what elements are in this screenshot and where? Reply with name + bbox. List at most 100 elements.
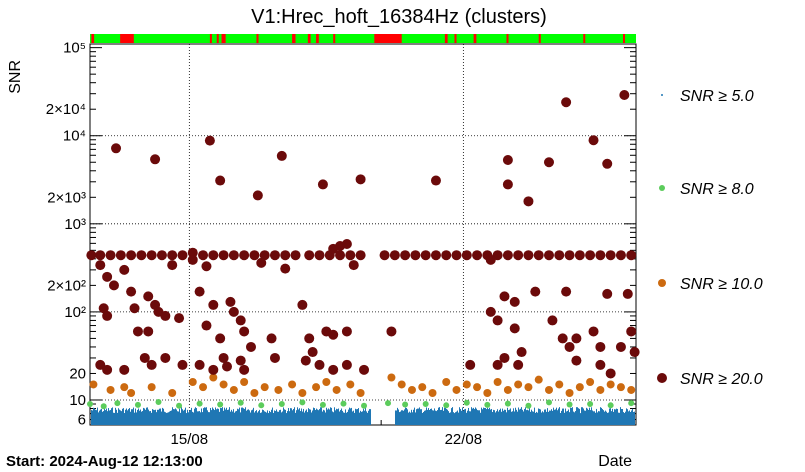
snr5-mark [259, 409, 260, 425]
snr5-mark [132, 409, 133, 425]
snr5-mark [139, 410, 140, 425]
snr5-mark [235, 411, 236, 425]
snr5-mark [107, 411, 108, 425]
snr5-mark [472, 408, 473, 425]
snr5-mark [116, 409, 117, 425]
snr20-point [201, 261, 212, 272]
snr5-mark [468, 407, 469, 425]
snr20-point [276, 150, 287, 161]
snr5-mark [165, 412, 166, 425]
snr5-mark [94, 408, 95, 425]
snr20-point [280, 263, 291, 274]
snr5-mark [109, 410, 110, 425]
segment-bar-gap [316, 34, 319, 43]
snr5-mark [430, 408, 431, 425]
snr5-mark [493, 409, 494, 425]
snr5-mark [442, 407, 443, 425]
snr5-mark [333, 412, 334, 425]
snr5-mark [354, 412, 355, 425]
snr5-mark [352, 411, 353, 425]
snr5-mark [307, 412, 308, 425]
snr8-point [628, 400, 635, 407]
snr5-mark [595, 412, 596, 425]
snr5-mark [276, 409, 277, 425]
snr5-mark [143, 407, 144, 425]
snr5-mark [219, 411, 220, 425]
snr5-mark [93, 407, 94, 425]
legend-marker [658, 279, 666, 287]
snr5-mark [148, 409, 149, 425]
y-tick-label: 20 [69, 365, 86, 382]
snr5-mark [229, 407, 230, 425]
snr5-mark [601, 407, 602, 425]
snr5-mark [413, 409, 414, 425]
snr5-mark [288, 408, 289, 425]
snr5-mark [452, 407, 453, 425]
snr5-mark [424, 410, 425, 425]
snr5-mark [337, 409, 338, 425]
snr20-point [588, 326, 599, 337]
snr5-mark [535, 412, 536, 425]
snr5-mark [192, 411, 193, 425]
snr5-mark [135, 408, 136, 425]
snr5-mark [420, 409, 421, 425]
snr8-point [278, 401, 285, 408]
snr5-mark [124, 413, 125, 425]
snr5-mark [532, 411, 533, 425]
snr5-mark [571, 407, 572, 425]
snr5-mark [123, 408, 124, 425]
legend-marker [657, 373, 667, 383]
snr5-mark [330, 407, 331, 425]
snr20-point [602, 288, 613, 299]
snr20-point [355, 250, 366, 261]
snr5-mark [278, 411, 279, 425]
snr20-point [86, 250, 97, 261]
snr5-mark [593, 411, 594, 425]
snr20-point [98, 303, 109, 314]
snr20-point [215, 175, 226, 186]
snr5-mark [366, 411, 367, 425]
snr5-mark [533, 411, 534, 425]
snr5-mark [243, 408, 244, 425]
snr5-mark [486, 409, 487, 425]
snr5-mark [347, 411, 348, 425]
snr5-mark [265, 411, 266, 425]
snr5-mark [477, 410, 478, 425]
snr20-point [379, 250, 390, 261]
snr5-mark [326, 407, 327, 425]
snr5-mark [321, 407, 322, 425]
snr5-mark [260, 412, 261, 425]
snr5-mark [233, 409, 234, 425]
snr5-mark [604, 411, 605, 425]
y-tick-label: 10⁴ [63, 128, 86, 145]
snr20-point [386, 326, 397, 337]
snr8-point [361, 402, 368, 409]
snr10-point [555, 380, 564, 389]
snr5-mark [558, 408, 559, 425]
snr5-mark [238, 409, 239, 425]
snr5-mark [588, 409, 589, 425]
legend-label: SNR ≥ 5.0 [680, 88, 754, 105]
snr5-mark [218, 408, 219, 425]
snr10-point [120, 383, 129, 392]
snr5-mark [257, 412, 258, 425]
snr20-point [345, 250, 356, 261]
snr5-mark [543, 412, 544, 425]
segment-bar-gap [444, 34, 448, 43]
snr20-point [441, 250, 452, 261]
snr5-mark [110, 410, 111, 425]
snr5-mark [198, 411, 199, 425]
snr20-point [626, 326, 637, 337]
snr20-point [266, 333, 277, 344]
snr5-mark [101, 408, 102, 425]
snr5-mark [171, 410, 172, 425]
snr20-point [95, 250, 106, 261]
snr5-mark [607, 412, 608, 425]
snr5-mark [431, 408, 432, 425]
snr5-mark [358, 408, 359, 425]
snr5-mark [615, 409, 616, 425]
snr5-mark [627, 409, 628, 425]
snr5-mark [168, 412, 169, 425]
snr20-point [314, 250, 325, 261]
snr5-mark [406, 407, 407, 425]
